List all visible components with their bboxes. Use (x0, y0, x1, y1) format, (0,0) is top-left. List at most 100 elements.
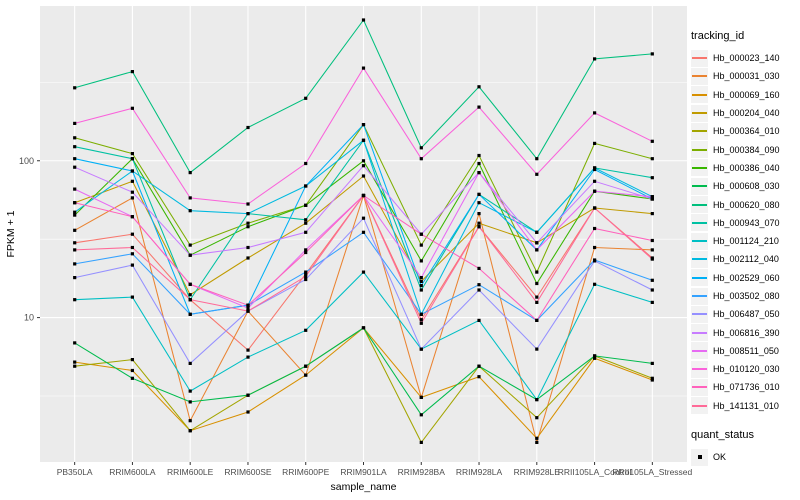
x-tick-label: RRIM600SE (224, 467, 272, 477)
legend-item-Hb_001124_210: Hb_001124_210 (691, 232, 799, 250)
data-point (535, 436, 539, 440)
legend-item-Hb_006816_390: Hb_006816_390 (691, 323, 799, 342)
y-axis-title: FPKM + 1 (5, 210, 17, 257)
legend-item-Hb_008511_050: Hb_008511_050 (691, 342, 799, 360)
data-point (130, 245, 134, 250)
data-point (246, 202, 250, 206)
data-point (535, 157, 539, 161)
legend-item-Hb_000031_030: Hb_000031_030 (691, 67, 799, 85)
data-point (130, 263, 134, 267)
data-point (304, 96, 308, 100)
legend-line-swatch (691, 342, 708, 360)
data-point (419, 157, 423, 161)
data-point (650, 376, 654, 380)
legend-item-Hb_000386_040: Hb_000386_040 (691, 159, 799, 177)
legend-item-Hb_006487_050: Hb_006487_050 (691, 305, 799, 323)
data-point (130, 376, 134, 380)
legend-item-Hb_003502_080: Hb_003502_080 (691, 287, 799, 305)
x-tick-label: RRII105LA_Control (558, 467, 632, 477)
data-point (188, 298, 192, 302)
data-point (304, 221, 308, 225)
data-point (361, 164, 366, 168)
data-point (246, 256, 250, 260)
legend-items-tracking-id: Hb_000023_140 Hb_000031_030 Hb_000069_160 H… (691, 49, 799, 415)
legend-item-label: Hb_008511_050 (713, 345, 779, 356)
data-point (361, 270, 366, 274)
data-point (650, 197, 654, 201)
data-point (361, 138, 366, 142)
legend-item-label: Hb_000386_040 (713, 162, 780, 173)
data-point (188, 171, 192, 175)
legend-item-Hb_071736_010: Hb_071736_010 (691, 378, 799, 396)
data-point (650, 300, 654, 304)
data-point (535, 318, 539, 322)
legend-gap (691, 415, 799, 429)
data-point (304, 203, 308, 207)
data-point (73, 298, 77, 302)
legend-item-label: Hb_001124_210 (713, 236, 779, 247)
legend: tracking_id Hb_000023_140 Hb_000031_030 Hb… (691, 30, 799, 466)
data-point (73, 136, 77, 140)
data-point (188, 312, 192, 316)
data-point (73, 157, 77, 161)
data-point (246, 348, 250, 352)
data-point (419, 312, 423, 316)
legend-item-label: Hb_000204_040 (713, 108, 780, 119)
data-point (73, 187, 77, 191)
data-point (593, 245, 597, 250)
data-point (304, 272, 308, 276)
legend-line-swatch (691, 232, 708, 250)
legend-line-swatch (691, 67, 708, 85)
data-point (188, 419, 192, 423)
legend-item-Hb_141131_010: Hb_141131_010 (691, 397, 799, 415)
data-point (593, 179, 597, 183)
data-point (361, 193, 366, 198)
data-point (73, 228, 77, 232)
data-point (535, 230, 539, 234)
data-point (73, 341, 77, 345)
data-point (130, 152, 134, 156)
data-point (593, 206, 597, 210)
legend-line-swatch (691, 159, 708, 177)
data-point (73, 145, 77, 149)
data-point (73, 276, 77, 280)
legend-title-quant-status: quant_status (691, 428, 754, 441)
legend-item-Hb_002112_040: Hb_002112_040 (691, 250, 799, 268)
legend-item-label: Hb_000364_010 (713, 126, 780, 137)
data-point (650, 361, 654, 365)
data-point (593, 354, 597, 358)
data-point (477, 105, 481, 109)
data-point (73, 360, 77, 364)
data-point (477, 221, 481, 225)
data-point (304, 161, 308, 166)
legend-item-label: Hb_000023_140 (713, 53, 780, 64)
legend-title-tracking-id: tracking_id (691, 30, 745, 42)
x-tick-label: RRIM928LE (514, 467, 561, 477)
data-point (246, 221, 250, 225)
data-point (73, 241, 77, 245)
legend-item-label: Hb_000384_090 (713, 144, 780, 155)
data-point (650, 278, 654, 282)
data-point (246, 309, 250, 313)
legend-line-swatch (691, 177, 708, 195)
y-tick-label: 10 (24, 313, 34, 323)
data-point (304, 270, 308, 274)
data-point (73, 364, 77, 368)
data-point (535, 248, 539, 252)
data-point (246, 303, 250, 307)
data-point (419, 347, 423, 351)
data-point (130, 252, 134, 256)
data-point (304, 274, 308, 278)
data-point (593, 259, 597, 263)
data-point (73, 121, 77, 125)
data-point (130, 368, 134, 373)
legend-line-swatch (691, 378, 708, 396)
data-point (593, 167, 597, 172)
data-point (477, 201, 481, 205)
legend-item-label: Hb_000943_070 (713, 217, 780, 228)
legend-item-label: Hb_006487_050 (713, 309, 780, 320)
data-point (593, 226, 597, 231)
data-point (535, 270, 539, 274)
data-point (650, 195, 654, 199)
data-point (361, 18, 366, 22)
